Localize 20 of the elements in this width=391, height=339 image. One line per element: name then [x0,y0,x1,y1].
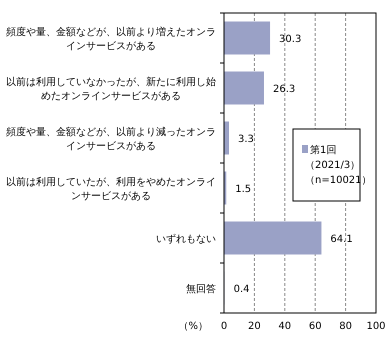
y-tick-label: いずれもない [156,233,216,245]
legend-label: 第1回（2021/3）（n=10021） [305,144,372,186]
y-tick-label: 以前は利用していなかったが、新たに利用し始めたオンラインサービスがある [6,76,216,102]
y-tick-label: 頻度や量、金額などが、以前より増えたオンラインサービスがある [6,26,216,52]
x-tick-label: 40 [278,321,292,332]
x-tick-label: 80 [339,321,352,332]
data-label: 26.3 [272,84,296,95]
x-tick-label: 20 [248,321,261,332]
y-tick-label: 以前は利用していたが、利用をやめたオンラインサービスがある [6,176,216,202]
data-label: 0.4 [234,284,250,295]
x-tick-label: 0 [220,321,228,332]
data-label: 3.3 [238,134,254,145]
data-label: 30.3 [279,34,302,45]
data-label: 1.5 [235,184,252,195]
x-axis-title: （%） [178,321,208,332]
y-tick-label: 無回答 [186,283,216,295]
y-tick-label: 頻度や量、金額などが、以前より減ったオンラインサービスがある [6,126,216,152]
data-label: 64.1 [330,234,353,245]
x-tick-label: 60 [308,321,322,332]
x-tick-label: 100 [366,321,386,332]
